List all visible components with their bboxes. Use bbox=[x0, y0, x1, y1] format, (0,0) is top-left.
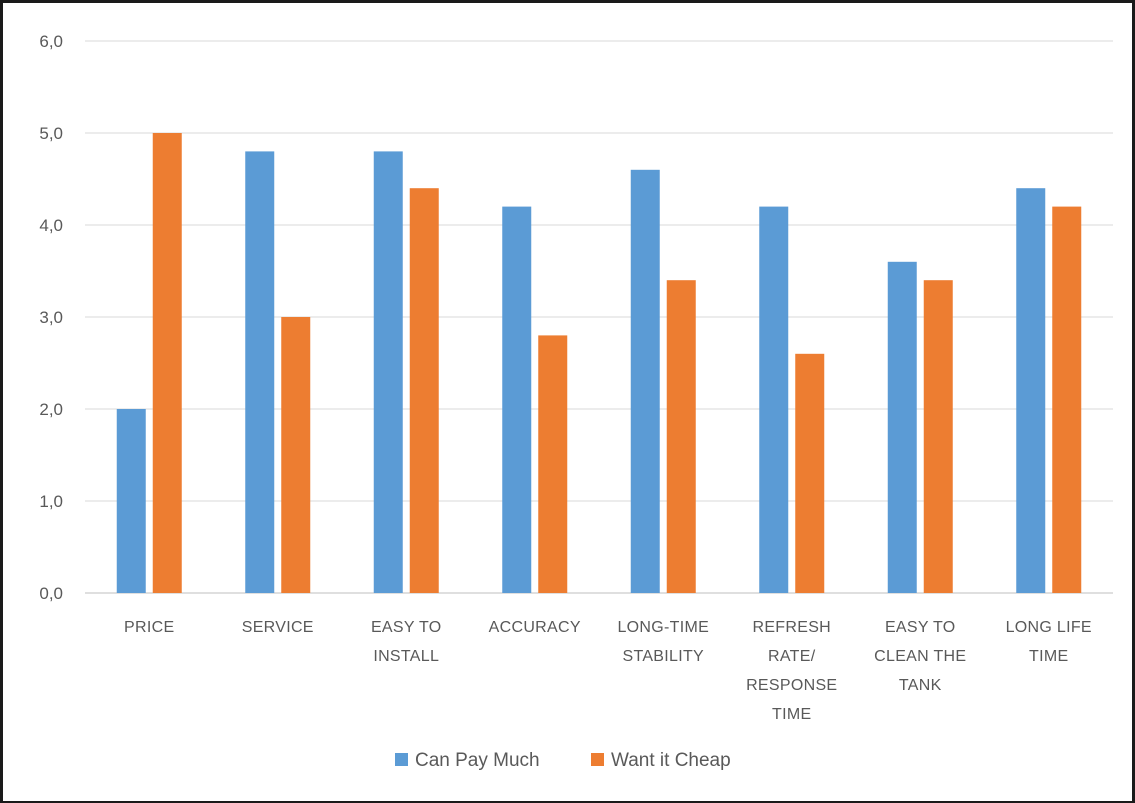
x-tick-label: EASY TO CLEAN THE TANK bbox=[874, 619, 966, 694]
bar-chart: 0,0 1,0 2,0 3,0 4,0 5,0 6,0 PRICE SERVICE EASY T… bbox=[39, 32, 1113, 771]
y-tick-label: 1,0 bbox=[39, 492, 63, 511]
bar bbox=[630, 169, 660, 594]
legend-swatch bbox=[591, 753, 604, 766]
bars bbox=[116, 133, 1082, 594]
bar bbox=[759, 206, 789, 593]
x-axis: PRICE SERVICE EASY TO INSTALL ACCURACY LONG-T… bbox=[124, 619, 1092, 723]
bar bbox=[502, 206, 532, 593]
x-tick-label: LONG-TIME STABILITY bbox=[617, 619, 709, 665]
legend-label: Want it Cheap bbox=[611, 750, 731, 771]
x-tick-label: LONG LIFE TIME bbox=[1006, 619, 1092, 665]
x-tick-label: REFRESH RATE/RESPONSE TIME bbox=[746, 619, 837, 723]
legend-swatch bbox=[395, 753, 408, 766]
legend-label: Can Pay Much bbox=[415, 750, 540, 771]
bar bbox=[1052, 206, 1082, 593]
bar bbox=[245, 151, 275, 593]
y-tick-label: 6,0 bbox=[39, 32, 63, 51]
gridlines bbox=[85, 40, 1113, 594]
y-tick-label: 2,0 bbox=[39, 400, 63, 419]
x-tick-label: ACCURACY bbox=[489, 619, 581, 636]
y-tick-label: 5,0 bbox=[39, 124, 63, 143]
legend: Can Pay Much Want it Cheap bbox=[395, 750, 731, 771]
bar bbox=[887, 261, 917, 593]
bar bbox=[923, 280, 953, 593]
x-tick-label: EASY TO INSTALL bbox=[371, 619, 442, 665]
bar bbox=[281, 317, 311, 593]
bar bbox=[795, 353, 825, 593]
bar bbox=[152, 133, 182, 593]
bar bbox=[1016, 188, 1046, 593]
x-tick-label: SERVICE bbox=[242, 619, 314, 636]
bar bbox=[116, 409, 146, 593]
bar bbox=[373, 151, 403, 593]
x-tick-label: PRICE bbox=[124, 619, 174, 636]
y-tick-label: 3,0 bbox=[39, 308, 63, 327]
y-axis: 0,0 1,0 2,0 3,0 4,0 5,0 6,0 bbox=[39, 32, 63, 603]
bar bbox=[666, 280, 696, 593]
y-tick-label: 4,0 bbox=[39, 216, 63, 235]
bar bbox=[538, 335, 568, 593]
bar bbox=[409, 188, 439, 593]
y-tick-label: 0,0 bbox=[39, 584, 63, 603]
